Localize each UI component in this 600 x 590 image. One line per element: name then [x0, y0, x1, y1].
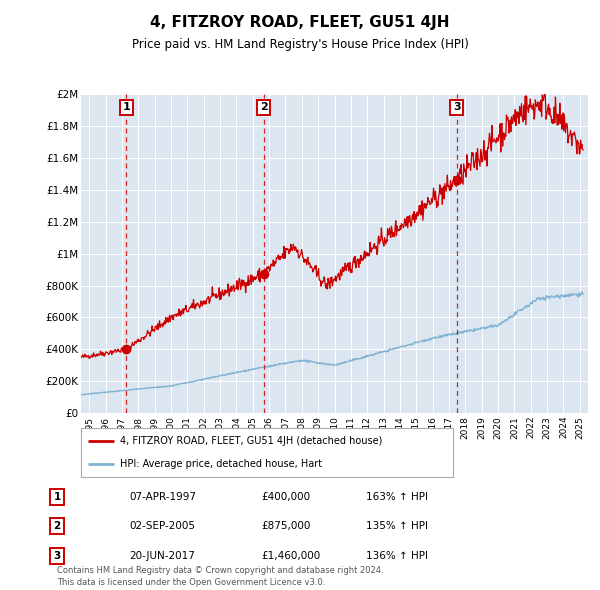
- Text: 4, FITZROY ROAD, FLEET, GU51 4JH (detached house): 4, FITZROY ROAD, FLEET, GU51 4JH (detach…: [120, 437, 382, 447]
- Text: £400,000: £400,000: [261, 492, 310, 502]
- Text: £1,460,000: £1,460,000: [261, 551, 320, 560]
- Text: 07-APR-1997: 07-APR-1997: [129, 492, 196, 502]
- Text: 2: 2: [260, 103, 268, 112]
- Text: Contains HM Land Registry data © Crown copyright and database right 2024.
This d: Contains HM Land Registry data © Crown c…: [57, 566, 383, 587]
- Text: 4, FITZROY ROAD, FLEET, GU51 4JH: 4, FITZROY ROAD, FLEET, GU51 4JH: [150, 15, 450, 30]
- Text: 136% ↑ HPI: 136% ↑ HPI: [366, 551, 428, 560]
- Text: 163% ↑ HPI: 163% ↑ HPI: [366, 492, 428, 502]
- Text: Price paid vs. HM Land Registry's House Price Index (HPI): Price paid vs. HM Land Registry's House …: [131, 38, 469, 51]
- Text: 02-SEP-2005: 02-SEP-2005: [129, 522, 195, 531]
- Text: £875,000: £875,000: [261, 522, 310, 531]
- Text: 1: 1: [122, 103, 130, 112]
- Text: 3: 3: [53, 551, 61, 560]
- Text: 135% ↑ HPI: 135% ↑ HPI: [366, 522, 428, 531]
- Text: 1: 1: [53, 492, 61, 502]
- Text: 2: 2: [53, 522, 61, 531]
- Text: 3: 3: [453, 103, 460, 112]
- Text: 20-JUN-2017: 20-JUN-2017: [129, 551, 195, 560]
- Text: HPI: Average price, detached house, Hart: HPI: Average price, detached house, Hart: [120, 458, 322, 468]
